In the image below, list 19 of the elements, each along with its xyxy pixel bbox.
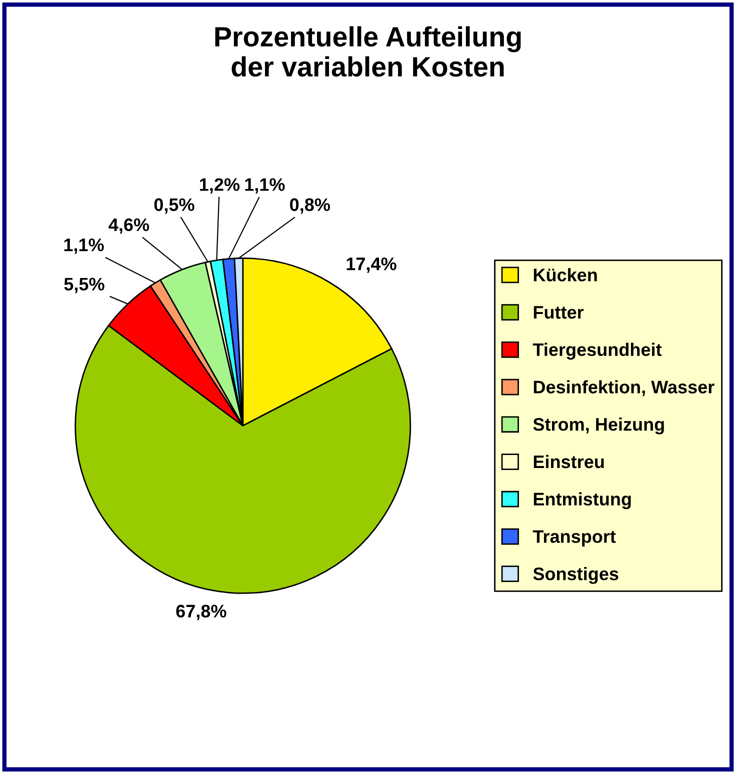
chart-title: Prozentuelle Aufteilung der variablen Kosten bbox=[215, 26, 521, 77]
data-label: 5,5% bbox=[64, 278, 104, 294]
legend-label: Entmistung bbox=[534, 492, 631, 510]
legend-label: Desinfektion, Wasser bbox=[534, 380, 714, 396]
legend-label: Transport bbox=[532, 530, 616, 547]
legend-label: Sonstiges bbox=[533, 567, 618, 584]
data-label: 1,1% bbox=[245, 178, 285, 194]
legend-label: Kücken bbox=[534, 268, 597, 282]
data-label: 4,6% bbox=[108, 218, 150, 234]
data-label: 1,2% bbox=[200, 178, 240, 194]
legend-label: Strom, Heizung bbox=[533, 418, 664, 434]
data-label: 1,1% bbox=[64, 238, 104, 254]
legend-label: Tiergesundheit bbox=[532, 342, 662, 360]
data-label: 0,8% bbox=[290, 198, 330, 214]
data-label: 17,4% bbox=[346, 258, 396, 273]
legend-label: Einstreu bbox=[534, 454, 604, 468]
data-label: 67,8% bbox=[176, 604, 226, 620]
data-label: 0,5% bbox=[154, 198, 194, 214]
legend-label: Futter bbox=[534, 306, 584, 319]
